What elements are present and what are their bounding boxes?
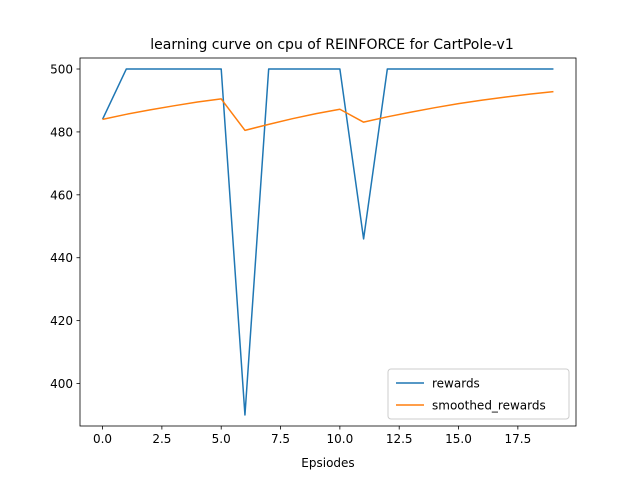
legend-label-smoothed_rewards: smoothed_rewards xyxy=(432,399,546,413)
x-tick-label: 17.5 xyxy=(504,432,531,446)
plot-area: 0.0 2.5 5.0 7.5 10.0 12.5 15.0 17.5 400 420 440 460… xyxy=(50,57,577,446)
y-tick-label: 440 xyxy=(50,251,73,265)
x-tick-label: 2.5 xyxy=(152,432,171,446)
legend-label-rewards: rewards xyxy=(432,377,480,391)
x-tick-label: 7.5 xyxy=(271,432,290,446)
chart-title: learning curve on cpu of REINFORCE for C… xyxy=(150,37,514,53)
x-tick-label: 15.0 xyxy=(445,432,472,446)
y-tick-label: 400 xyxy=(50,377,73,391)
x-axis-label: Epsiodes xyxy=(301,456,354,470)
x-tick-label: 5.0 xyxy=(212,432,231,446)
y-tick-label: 500 xyxy=(50,63,73,77)
series-line-smoothed_rewards xyxy=(102,90,554,132)
axes-frame xyxy=(79,57,577,427)
x-tick-label: 0.0 xyxy=(93,432,112,446)
x-tick-label: 12.5 xyxy=(386,432,413,446)
y-tick-label: 480 xyxy=(50,125,73,139)
legend-box xyxy=(387,368,570,420)
series-line-rewards xyxy=(101,68,554,416)
x-tick-label: 10.0 xyxy=(327,432,354,446)
y-tick-label: 460 xyxy=(50,188,73,202)
y-tick-label: 420 xyxy=(50,314,73,328)
